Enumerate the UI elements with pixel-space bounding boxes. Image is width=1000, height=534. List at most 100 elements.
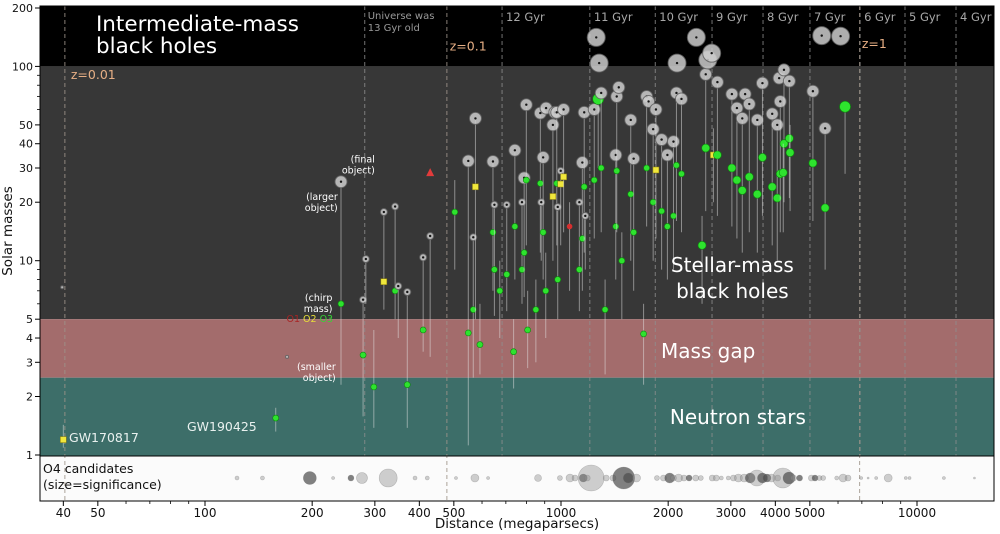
larger-object-center-dot — [600, 91, 603, 95]
chirp-mass-marker-o3 — [520, 249, 528, 256]
chirp-mass-note: (chirp — [305, 293, 333, 304]
chirp-mass-marker-o3 — [778, 168, 788, 177]
run-legend-o1: O1 — [286, 314, 300, 325]
chirp-mass-marker-o3 — [678, 170, 685, 178]
o4-candidate-bubble — [331, 476, 335, 480]
larger-object-center-dot — [779, 100, 782, 103]
larger-object-note: object) — [305, 203, 338, 214]
o4-candidate-bubble — [834, 475, 840, 481]
o4-candidate-bubble — [973, 476, 976, 480]
band-neutron-stars — [40, 377, 994, 456]
larger-object-center-dot — [776, 123, 779, 127]
larger-object-center-dot — [339, 180, 343, 183]
larger-object-center-dot — [472, 236, 475, 239]
o4-candidate-bubble — [260, 475, 265, 481]
o4-strip-caption: (size=significance) — [43, 477, 162, 492]
larger-object-center-dot — [675, 91, 678, 95]
larger-object-center-dot — [393, 205, 397, 208]
smaller-object-note: (smaller — [297, 362, 336, 373]
larger-object-marker — [285, 354, 290, 359]
o4-candidate-bubble — [903, 476, 908, 480]
chirp-mass-marker-o3 — [753, 189, 762, 199]
age-label-8gyr: 8 Gyr — [767, 10, 799, 24]
o4-candidate-bubble — [718, 475, 724, 481]
larger-object-center-dot — [743, 92, 747, 96]
chirp-mass-marker-o3 — [758, 153, 767, 162]
chirp-mass-marker-o3 — [732, 175, 742, 185]
larger-object-center-dot — [539, 111, 542, 115]
y-tick-label: 20 — [19, 196, 33, 209]
larger-object-center-dot — [555, 111, 558, 114]
chirp-mass-marker-o3 — [489, 229, 497, 236]
o4-candidate-bubble — [942, 476, 946, 480]
larger-object-center-dot — [761, 81, 764, 85]
larger-object-center-dot — [756, 118, 759, 122]
o4-candidate-bubble — [883, 473, 893, 483]
o4-candidate-bubble — [565, 473, 575, 483]
chirp-mass-marker-o3 — [673, 161, 680, 169]
o4-candidate-bubble — [470, 473, 480, 483]
redshift-label-z=1: z=1 — [862, 36, 887, 51]
larger-object-center-dot — [597, 61, 601, 65]
y-tick-label: 40 — [19, 138, 33, 151]
chirp-mass-marker-o3 — [537, 180, 544, 187]
o4-candidate-bubble — [907, 476, 912, 480]
larger-object-center-dot — [428, 234, 432, 238]
larger-object-center-dot — [556, 205, 559, 209]
chirp-mass-marker-o2 — [472, 183, 479, 191]
chirp-mass-marker-o2 — [560, 173, 567, 181]
y-tick-label: 100 — [12, 60, 33, 73]
o4-candidate-bubble — [674, 473, 683, 483]
chirp-mass-marker-o3 — [697, 241, 707, 250]
age-label-7gyr: 7 Gyr — [814, 10, 846, 24]
larger-object-center-dot — [520, 201, 524, 204]
y-axis-title: Solar masses — [0, 186, 16, 276]
larger-object-center-dot — [540, 201, 543, 204]
x-tick-label: 200 — [301, 506, 324, 520]
chirp-mass-marker-o2 — [549, 193, 557, 200]
chirp-mass-marker-o3 — [658, 207, 665, 215]
x-tick-label: 300 — [363, 506, 386, 520]
larger-object-center-dot — [578, 201, 581, 204]
y-tick-label: 10 — [19, 255, 33, 268]
chirp-mass-marker-o3 — [839, 100, 851, 113]
larger-object-center-dot — [632, 157, 635, 160]
larger-object-center-dot — [680, 97, 683, 101]
larger-object-center-dot — [593, 108, 596, 111]
band-stellar-mass-black-holes — [40, 66, 994, 320]
y-tick-label: 200 — [12, 2, 33, 15]
chirp-mass-marker-o3 — [737, 186, 747, 195]
x-tick-label: 2000 — [653, 506, 684, 520]
chirp-mass-marker-o3 — [403, 381, 411, 389]
chirp-mass-marker-o3 — [542, 287, 550, 295]
chirp-mass-marker-o3 — [419, 326, 427, 334]
larger-object-center-dot — [666, 153, 669, 157]
o4-candidate-bubble — [774, 474, 781, 482]
stellar-mass-label: black holes — [676, 279, 789, 303]
x-tick-label: 40 — [56, 506, 71, 520]
o4-bubbles-group — [234, 464, 976, 492]
chirp-mass-marker-o3 — [496, 287, 504, 295]
chirp-mass-marker-o3 — [523, 176, 530, 184]
larger-object-center-dot — [730, 92, 734, 96]
larger-object-center-dot — [505, 203, 508, 206]
o4-candidate-bubble — [454, 476, 458, 480]
y-tick-label: 3 — [26, 356, 33, 369]
x-tick-label: 50 — [90, 506, 105, 520]
larger-object-center-dot — [735, 106, 739, 110]
larger-object-center-dot — [820, 34, 823, 37]
chirp-mass-marker-o3 — [767, 182, 777, 192]
chirp-mass-marker-o3 — [370, 383, 378, 391]
chirp-mass-marker-o3 — [590, 176, 598, 184]
larger-object-center-dot — [839, 35, 842, 38]
chirp-mass-marker-o3 — [503, 271, 511, 278]
chirp-mass-marker-o3 — [613, 167, 621, 175]
larger-object-center-dot — [406, 290, 409, 294]
larger-object-center-dot — [788, 79, 791, 83]
chirp-mass-marker-o3 — [359, 351, 367, 359]
o4-candidate-bubble — [347, 474, 355, 482]
chirp-mass-marker-o3 — [664, 223, 671, 230]
o4-candidate-bubble — [730, 474, 737, 482]
chirp-mass-marker-o3 — [612, 223, 620, 230]
x-tick-label: 4000 — [760, 506, 791, 520]
